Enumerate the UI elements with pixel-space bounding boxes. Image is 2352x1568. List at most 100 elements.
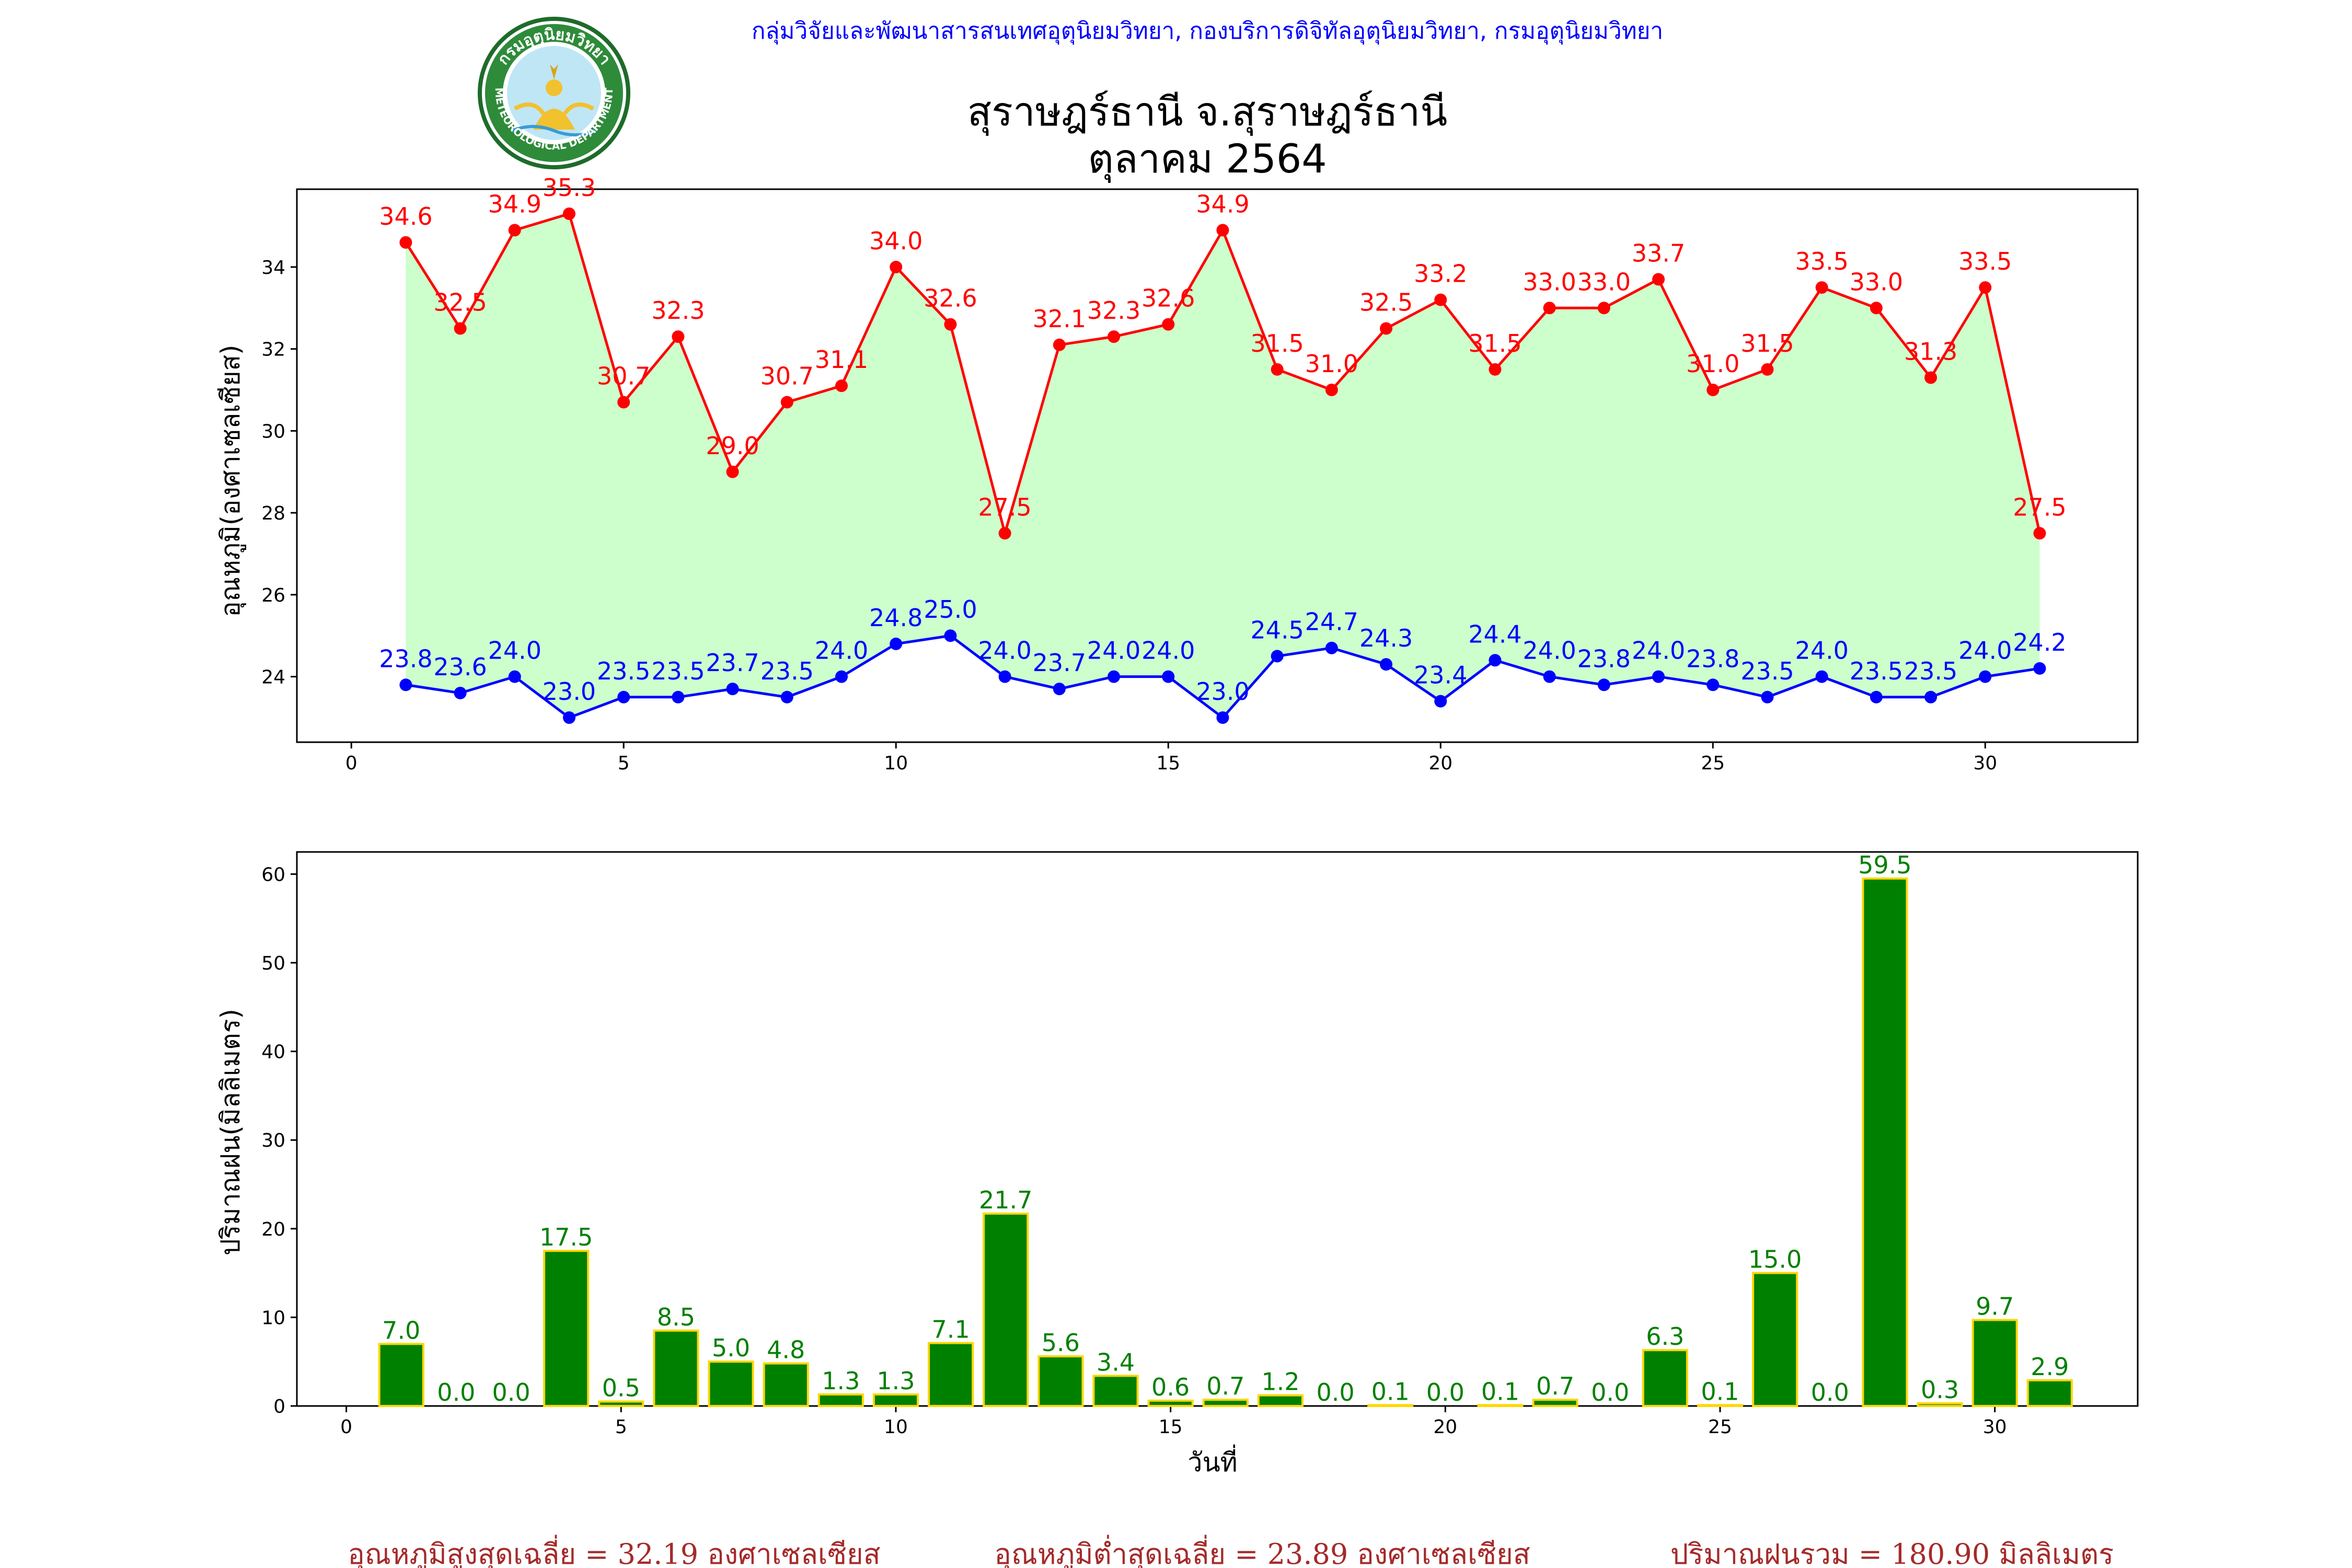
max-temperature-label: 33.5 <box>1795 247 1848 275</box>
min-temperature-label: 23.8 <box>1577 644 1631 673</box>
min-temperature-point <box>1108 670 1121 683</box>
max-temperature-point <box>1108 330 1121 343</box>
rainfall-bar <box>872 1393 919 1407</box>
min-temperature-point <box>672 690 685 704</box>
rainfall-y-axis-label: ปริมาณฝน(มิลลิเมตร) <box>215 1009 246 1255</box>
max-temperature-point <box>1489 363 1502 376</box>
rainfall-x-tick-label: 25 <box>1708 1416 1732 1438</box>
rainfall-label: 17.5 <box>539 1223 593 1251</box>
min-temperature-point <box>454 686 467 699</box>
rainfall-y-tick-label: 10 <box>261 1307 285 1329</box>
rainfall-label: 0.7 <box>1206 1372 1244 1400</box>
temperature-y-tick-label: 30 <box>261 421 285 442</box>
min-temperature-label: 24.0 <box>1795 637 1848 665</box>
min-temperature-label: 24.5 <box>1250 616 1304 644</box>
rainfall-x-tick-label: 15 <box>1159 1416 1183 1438</box>
rainfall-axes: 0 5 10 15 20 25 30 0 10 20 30 40 50 60 <box>261 851 2139 1438</box>
rainfall-label: 0.0 <box>1591 1378 1629 1406</box>
max-temperature-point <box>1543 302 1556 315</box>
max-temperature-point <box>508 224 521 237</box>
min-temperature-point <box>780 690 793 704</box>
rainfall-x-tick-label: 10 <box>884 1416 908 1438</box>
rainfall-label: 59.5 <box>1858 851 1911 879</box>
rainfall-label: 6.3 <box>1646 1322 1684 1351</box>
min-temperature-point <box>1924 690 1938 704</box>
min-temperature-point <box>563 711 576 724</box>
min-temperature-point <box>399 678 412 691</box>
rainfall-label: 0.6 <box>1151 1373 1190 1401</box>
rainfall-bar <box>1202 1399 1249 1407</box>
min-temperature-label: 23.4 <box>1414 661 1467 689</box>
rainfall-bar <box>1917 1402 1963 1408</box>
temperature-axes: 0 5 10 15 20 25 30 24 26 28 30 32 34 <box>261 188 2139 774</box>
temperature-x-tick-label: 25 <box>1701 753 1725 774</box>
max-temperature-label: 31.3 <box>1904 338 1957 366</box>
min-temperature-label: 23.7 <box>1033 649 1086 677</box>
max-temperature-label: 33.7 <box>1632 239 1685 267</box>
rainfall-bar <box>378 1343 424 1408</box>
rainfall-bar <box>1092 1375 1139 1407</box>
max-temperature-label: 33.0 <box>1850 268 1903 296</box>
max-temperature-label: 30.7 <box>760 362 814 390</box>
temperature-y-tick-label: 32 <box>261 339 285 361</box>
min-temperature-label: 23.0 <box>543 677 596 706</box>
max-temperature-point <box>1652 273 1665 286</box>
min-temperature-point <box>1652 670 1665 683</box>
min-temperature-point <box>1979 670 1992 683</box>
min-temperature-point <box>508 670 521 683</box>
rainfall-y-tick-label: 60 <box>261 864 285 885</box>
rainfall-y-tick-label: 40 <box>261 1042 285 1063</box>
rainfall-label: 5.6 <box>1042 1329 1080 1357</box>
max-temperature-label: 32.6 <box>1142 284 1195 313</box>
rainfall-label: 1.3 <box>822 1367 860 1395</box>
rainfall-bar <box>1037 1355 1084 1407</box>
max-temperature-label: 32.5 <box>433 288 487 316</box>
rainfall-bar <box>817 1393 864 1407</box>
temperature-x-tick-label: 5 <box>618 753 630 774</box>
min-temperature-label: 24.0 <box>1523 637 1576 665</box>
rainfall-bar <box>1752 1272 1798 1408</box>
max-temperature-point <box>2033 527 2046 540</box>
min-temperature-point <box>1053 683 1066 696</box>
min-temperature-label: 24.0 <box>1087 637 1140 665</box>
rainfall-x-tick-label: 0 <box>340 1416 352 1438</box>
temperature-y-tick-label: 26 <box>261 585 285 606</box>
min-temperature-point <box>1707 678 1720 691</box>
max-temperature-label: 34.9 <box>1196 190 1249 218</box>
rainfall-bar <box>1147 1399 1194 1407</box>
avg-max-temperature-text: อุณหภูมิสูงสุดเฉลี่ย = 32.19 องศาเซลเซีย… <box>348 1535 880 1568</box>
max-temperature-point <box>672 330 685 343</box>
rainfall-bar <box>928 1342 974 1407</box>
rainfall-bar <box>1862 877 1908 1407</box>
max-temperature-point <box>1271 363 1284 376</box>
min-temperature-label: 23.5 <box>1904 657 1957 685</box>
min-temperature-point <box>1761 690 1774 704</box>
avg-min-temperature-text: อุณหภูมิต่ำสุดเฉลี่ย = 23.89 องศาเซลเซีย… <box>994 1535 1530 1568</box>
min-temperature-label: 24.4 <box>1468 620 1521 648</box>
seal-water <box>511 125 597 136</box>
max-temperature-point <box>617 396 630 409</box>
max-temperature-point <box>1979 281 1992 294</box>
rainfall-bar <box>653 1329 699 1408</box>
rainfall-label: 15.0 <box>1748 1246 1802 1274</box>
max-temperature-point <box>1162 318 1175 331</box>
rainfall-label: 7.0 <box>382 1316 420 1344</box>
max-temperature-label: 31.5 <box>1468 329 1521 358</box>
max-temperature-label: 31.5 <box>1740 329 1794 358</box>
temperature-y-tick-label: 34 <box>261 257 285 279</box>
max-temperature-point <box>1053 338 1066 351</box>
rainfall-bar <box>983 1212 1029 1408</box>
min-temperature-label: 23.5 <box>1850 657 1903 685</box>
max-temperature-label: 33.0 <box>1523 268 1576 296</box>
rainfall-bar <box>1477 1404 1524 1407</box>
rainfall-x-tick-label: 30 <box>1983 1416 2007 1438</box>
rainfall-bar <box>1971 1319 2018 1408</box>
rainfall-label: 3.4 <box>1097 1348 1135 1376</box>
min-temperature-point <box>1325 641 1338 654</box>
temperature-x-tick-label: 30 <box>1973 753 1997 774</box>
min-temperature-point <box>2033 662 2046 675</box>
min-temperature-label: 24.3 <box>1359 624 1413 652</box>
temperature-x-tick-label: 0 <box>345 753 358 774</box>
